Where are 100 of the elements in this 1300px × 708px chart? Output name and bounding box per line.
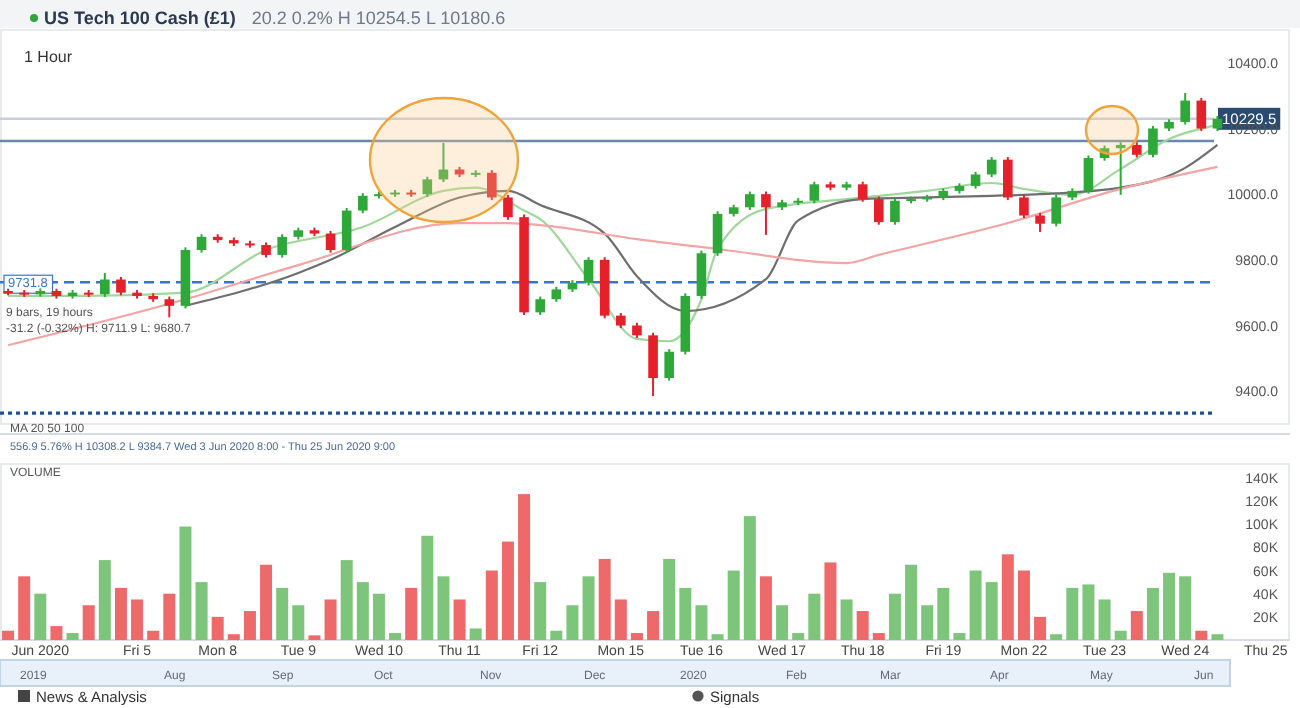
bar [598,558,611,640]
annotation: 1 Hour [24,48,73,66]
bar [695,605,708,640]
bar [743,516,756,640]
bar [840,599,853,640]
bar [824,562,837,640]
bar [630,633,643,640]
bar [276,587,289,640]
candlestick [1019,193,1029,220]
bar [1034,616,1047,640]
bar [356,582,369,640]
candlestick [358,192,368,215]
candlestick [100,271,110,298]
bar [888,593,901,640]
bar [421,535,434,640]
candlestick [277,233,287,259]
line-series [184,143,1219,313]
candlestick [116,275,126,297]
bar [292,605,305,640]
candlestick [1003,156,1013,202]
candlestick [745,190,755,211]
candlestick [487,169,497,202]
bar [372,593,385,640]
bar [469,628,482,640]
candlestick [535,295,545,316]
candlestick [1035,211,1045,233]
bar [243,611,256,640]
candlestick [1083,154,1094,195]
bar [179,526,192,640]
bar [1130,611,1143,640]
bar [727,570,740,640]
bar [1050,634,1063,640]
bar [50,626,63,640]
bar [856,611,869,640]
bar [969,570,982,640]
bar [1163,572,1176,640]
bar [1066,587,1079,640]
bar [195,582,208,640]
bar [776,605,789,640]
bar [34,593,47,640]
bar [131,599,144,640]
bar [566,605,579,640]
bar [534,582,547,640]
bar [1114,630,1127,640]
bar [260,564,273,640]
bar [114,587,127,640]
bar [808,593,821,640]
bar [518,494,531,640]
bar [663,558,676,640]
candlestick [325,229,336,254]
candlestick [809,180,820,205]
bar [759,576,772,640]
bar [405,587,418,640]
bar [1195,630,1208,640]
candlestick [1180,92,1190,126]
chart-subtitle: 20.2 0.2% H 10254.5 L 10180.6 [251,8,506,28]
bar [389,633,402,640]
candlestick [341,206,352,254]
candlestick [1051,193,1061,228]
bar [679,587,692,640]
candlestick [890,197,900,226]
bar [711,634,724,640]
candlestick [1148,124,1158,159]
candlestick [857,180,868,203]
candlestick [712,210,723,257]
bar [582,576,595,640]
line-series [6,165,1219,347]
bar [1179,576,1192,640]
bar [163,593,176,640]
bar [872,633,885,640]
bar [1146,587,1159,640]
bar [921,605,934,640]
candlestick [874,195,884,226]
candlestick [164,295,175,319]
bar [550,630,563,640]
bar [937,587,950,640]
bar [985,582,998,640]
bar [647,611,660,640]
bar [324,599,337,640]
bar [905,564,918,640]
candlestick [664,348,674,382]
candlestick [422,175,433,198]
bar [453,599,466,640]
bar [211,616,224,640]
bar [437,576,450,640]
bar [1001,554,1014,640]
bar [485,570,498,640]
bar [2,630,15,640]
candlestick [583,256,594,287]
bar [1211,634,1224,640]
bar [82,605,95,640]
bar [1098,599,1111,640]
candlestick [696,249,707,300]
bar [501,541,514,640]
bar [792,633,805,640]
bar [953,633,966,640]
bar [66,633,79,640]
bar [340,560,353,640]
chart-title: US Tech 100 Cash (£1) [44,8,236,28]
bar [227,634,240,640]
